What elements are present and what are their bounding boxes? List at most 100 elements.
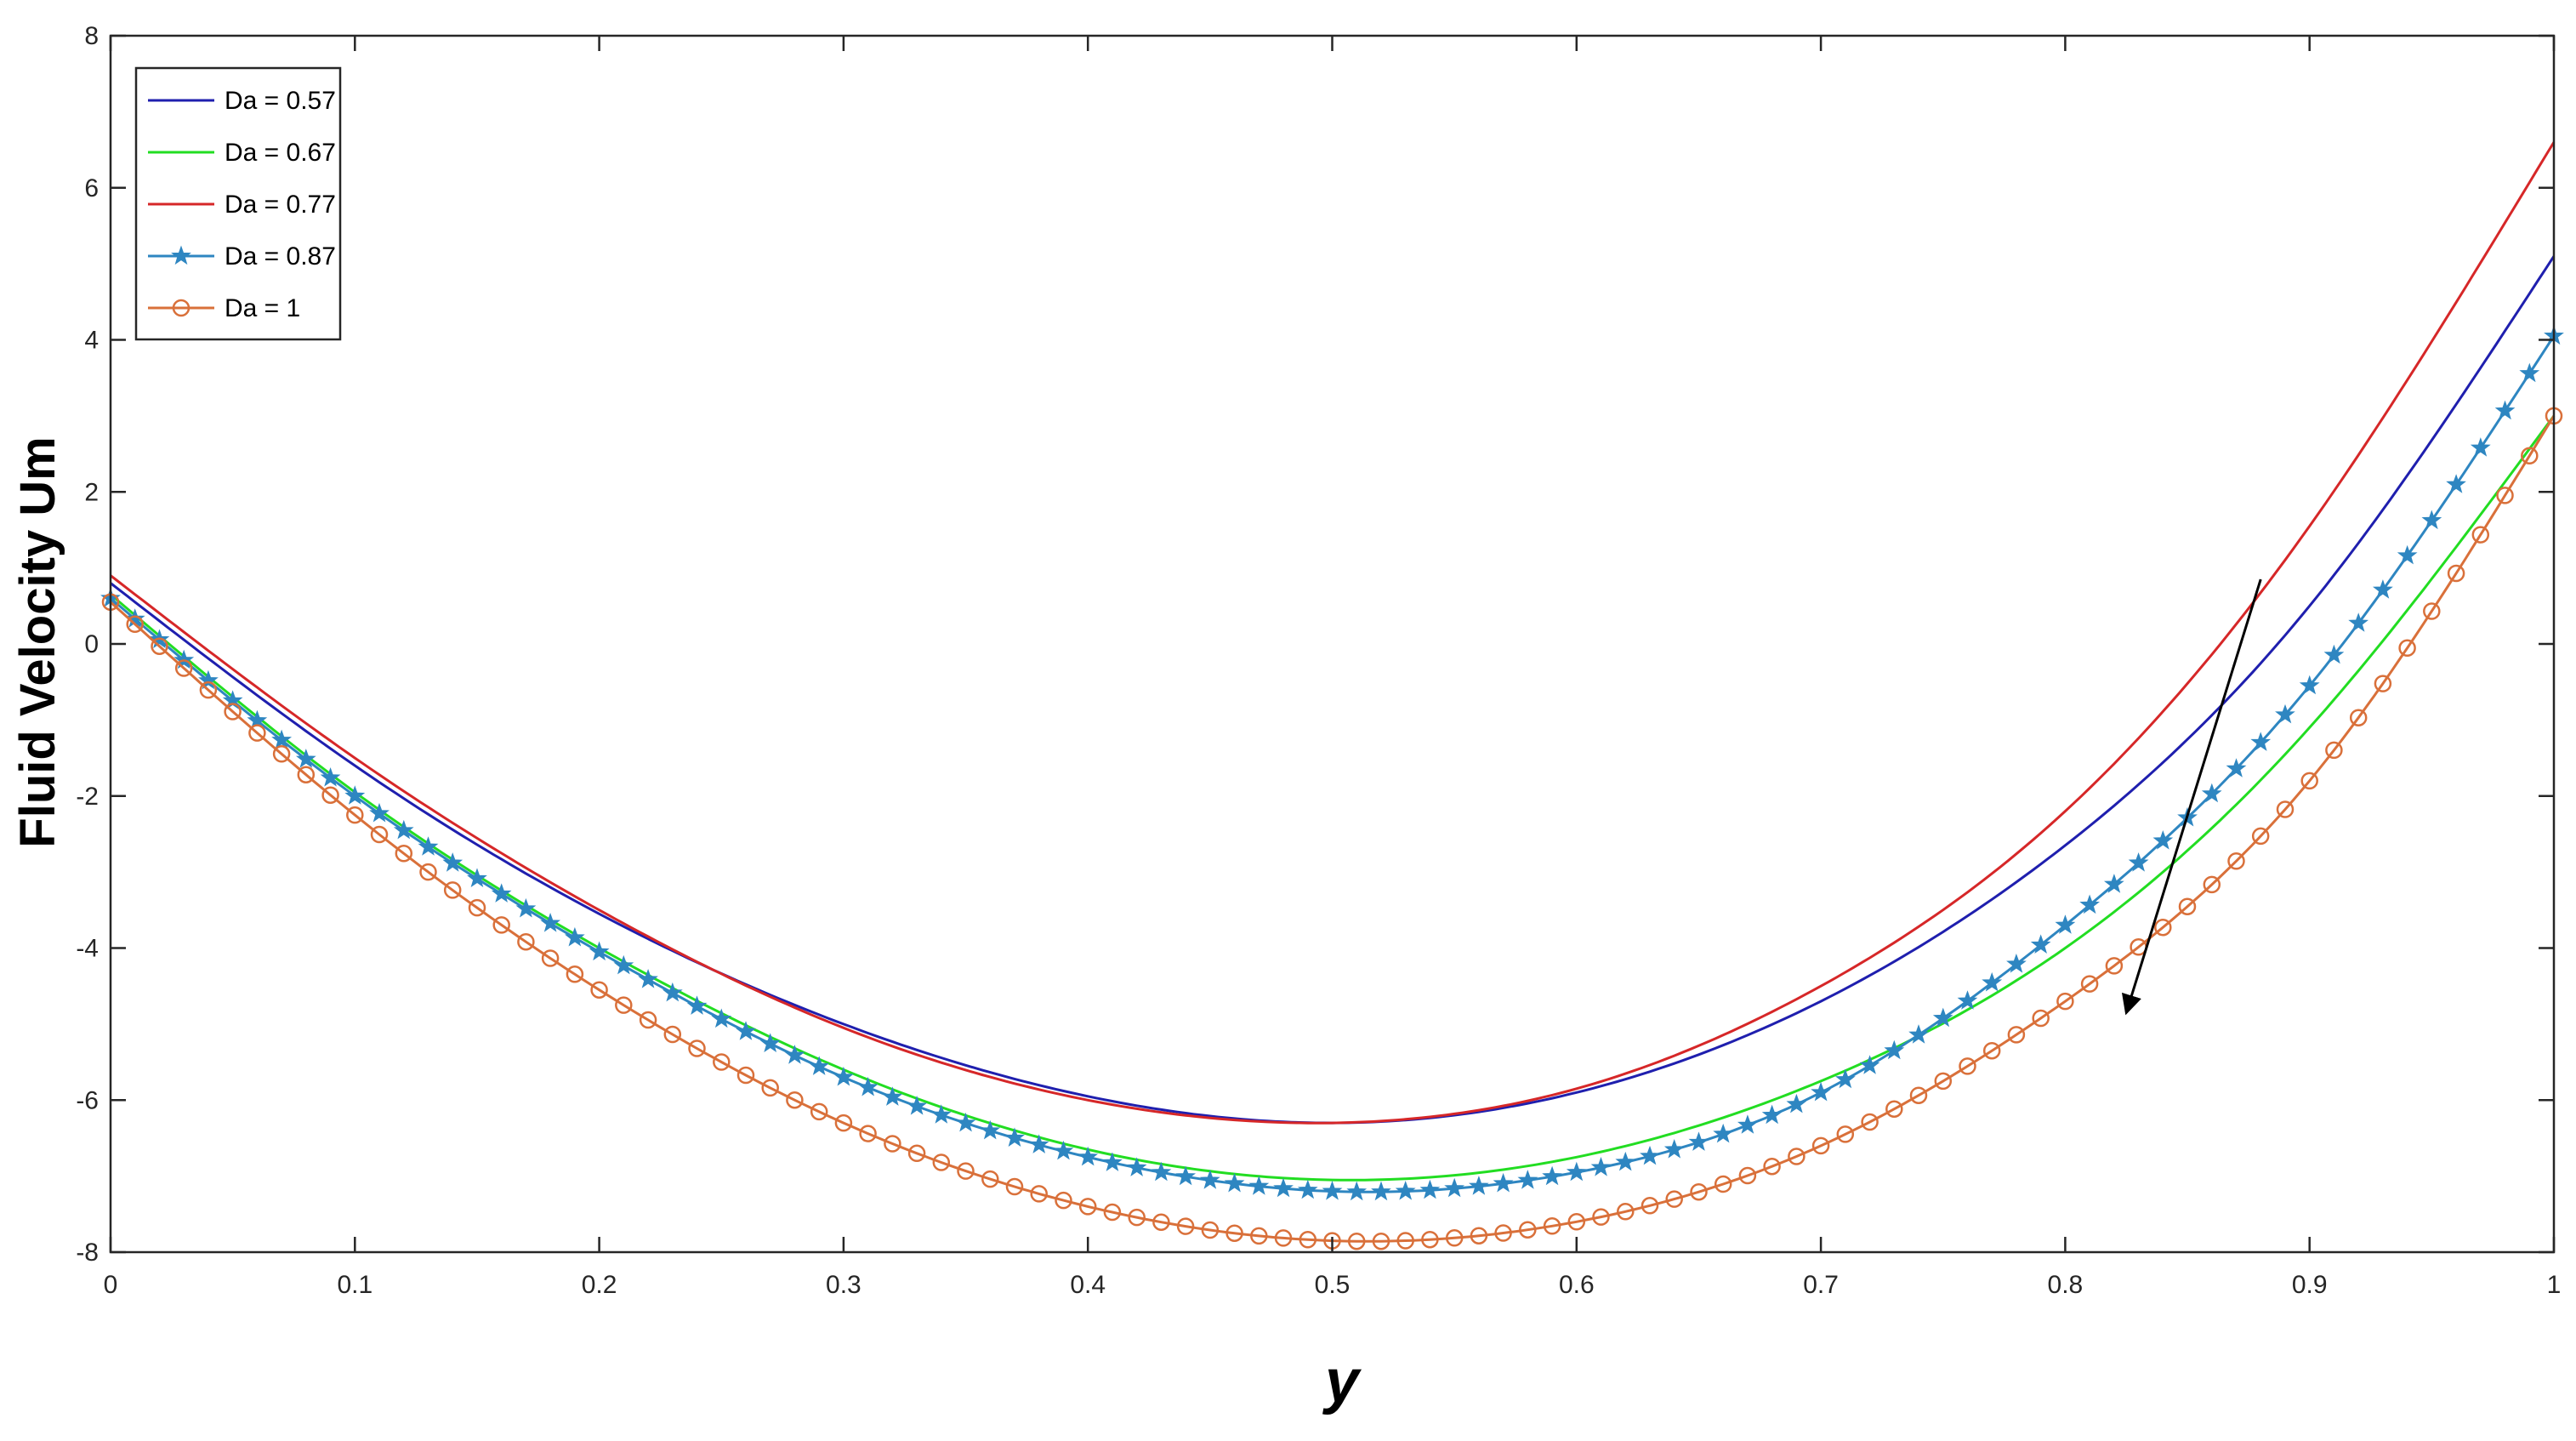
- series-point-3: [344, 785, 366, 805]
- series-point-3: [1371, 1181, 1391, 1201]
- series-point-3: [2470, 437, 2491, 457]
- series-point-4: [2056, 992, 2074, 1011]
- series-point-3: [2226, 758, 2247, 777]
- series-point-4: [2203, 875, 2221, 894]
- series-point-3: [320, 767, 341, 787]
- series-point-4: [884, 1135, 901, 1153]
- series-point-4: [2154, 918, 2172, 937]
- series-point-4: [615, 996, 633, 1014]
- series-point-4: [1274, 1229, 1293, 1247]
- series-point-4: [541, 949, 560, 967]
- y-tick-label: -2: [76, 783, 99, 811]
- series-point-3: [907, 1096, 928, 1115]
- series-1: [110, 415, 2556, 1182]
- series-point-4: [1128, 1208, 1146, 1227]
- series-point-4: [1885, 1100, 1903, 1118]
- series-point-4: [786, 1091, 804, 1109]
- series-point-4: [1005, 1177, 1024, 1196]
- series-point-3: [662, 982, 683, 1002]
- series-point-4: [1445, 1229, 1464, 1247]
- x-tick-label: 0.1: [337, 1271, 372, 1299]
- x-tick-label: 1: [2547, 1271, 2562, 1299]
- series-point-4: [1714, 1175, 1732, 1193]
- series-point-4: [713, 1053, 731, 1071]
- legend-label: Da = 0.57: [225, 87, 336, 115]
- x-tick-label: 0.7: [1803, 1271, 1839, 1299]
- series-point-4: [1788, 1148, 1805, 1165]
- series-point-4: [1494, 1224, 1512, 1242]
- series-point-3: [1640, 1145, 1660, 1165]
- series-point-3: [2323, 644, 2345, 664]
- series-point-4: [2227, 852, 2245, 870]
- series-point-4: [370, 825, 389, 844]
- series-point-4: [2423, 602, 2441, 620]
- series-point-3: [1175, 1165, 1197, 1186]
- series-point-3: [467, 868, 487, 888]
- series-point-3: [833, 1066, 854, 1086]
- series-point-3: [1908, 1024, 1929, 1044]
- series-point-4: [1738, 1166, 1757, 1185]
- y-tick-label: 4: [84, 327, 99, 355]
- series-point-3: [2372, 579, 2393, 599]
- series-point-4: [1055, 1191, 1072, 1210]
- legend-label: Da = 0.67: [225, 139, 336, 167]
- series-point-3: [1004, 1127, 1025, 1147]
- series-point-4: [1421, 1230, 1439, 1249]
- series-point-4: [2374, 675, 2392, 692]
- x-tick-label: 0.9: [2292, 1271, 2328, 1299]
- series-point-3: [2079, 894, 2100, 914]
- series-point-3: [1932, 1007, 1953, 1028]
- series-point-4: [2080, 975, 2099, 993]
- series-point-3: [198, 669, 219, 690]
- series-point-3: [784, 1045, 805, 1064]
- series-point-3: [589, 941, 610, 961]
- series-point-4: [2349, 709, 2368, 726]
- series-point-4: [834, 1114, 853, 1132]
- series-point-4: [517, 932, 535, 951]
- series-point-3: [613, 954, 634, 975]
- series-point-3: [1761, 1104, 1783, 1125]
- series-point-3: [1884, 1039, 1905, 1060]
- series-point-3: [638, 969, 658, 988]
- series-point-4: [1396, 1232, 1414, 1250]
- series-point-4: [2105, 957, 2124, 975]
- series-point-4: [932, 1153, 951, 1171]
- series-point-3: [1811, 1081, 1832, 1102]
- series-point-4: [126, 615, 144, 634]
- series-point-3: [931, 1104, 952, 1124]
- series-point-4: [174, 659, 193, 677]
- series-point-3: [1248, 1176, 1270, 1195]
- series-point-4: [688, 1039, 706, 1057]
- series-point-3: [1786, 1093, 1807, 1114]
- series-line-2: [110, 141, 2556, 1125]
- series-point-4: [2471, 526, 2490, 544]
- series-point-3: [1615, 1151, 1636, 1171]
- series-point-4: [2251, 827, 2270, 846]
- series-point-4: [663, 1025, 682, 1044]
- x-tick-label: 0.5: [1315, 1271, 1351, 1299]
- y-axis-title: Fluid Velocity Um: [10, 436, 65, 847]
- series-point-3: [1982, 971, 2003, 992]
- plot-area: [111, 36, 2554, 1252]
- series-point-3: [2006, 954, 2027, 973]
- series-point-3: [1419, 1179, 1441, 1199]
- y-tick-label: 2: [84, 478, 99, 506]
- series-point-4: [2032, 1009, 2050, 1028]
- series-point-3: [1078, 1146, 1099, 1166]
- series-point-3: [1102, 1152, 1123, 1171]
- series-point-3: [393, 819, 414, 840]
- series-point-4: [810, 1102, 828, 1121]
- series-point-4: [2521, 447, 2539, 465]
- series-point-3: [1663, 1139, 1685, 1159]
- series-point-4: [1519, 1221, 1537, 1239]
- series-point-3: [1322, 1180, 1343, 1200]
- series-point-4: [1103, 1203, 1122, 1222]
- series-point-4: [859, 1125, 877, 1142]
- series-point-3: [2250, 732, 2272, 751]
- legend: Da = 0.57 Da = 0.67 Da = 0.77 Da = 0.87 Da =…: [134, 66, 342, 341]
- series-point-4: [297, 766, 316, 783]
- legend-marker: [172, 299, 190, 317]
- series-point-4: [1250, 1227, 1268, 1245]
- series-point-3: [2421, 510, 2442, 530]
- series-point-3: [1346, 1181, 1368, 1201]
